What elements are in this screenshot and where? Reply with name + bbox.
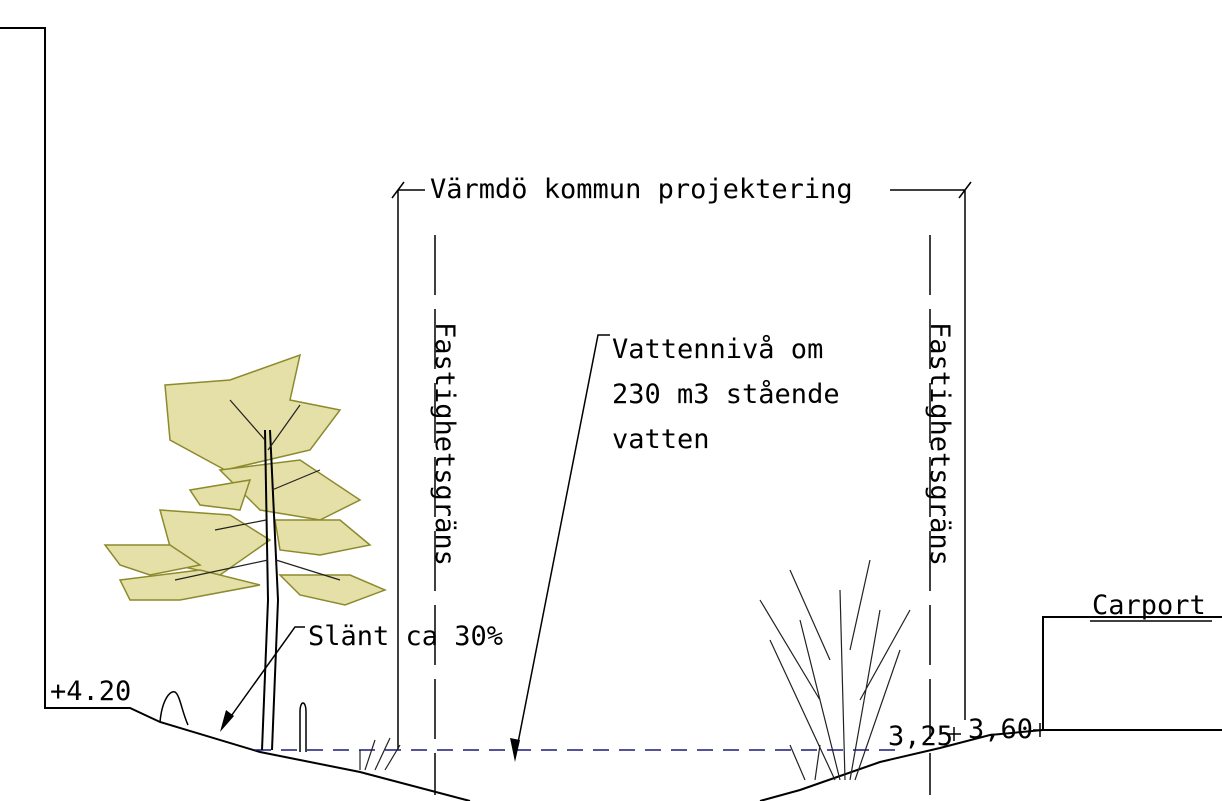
level-label: +4.20 [50, 676, 131, 707]
tree [105, 355, 385, 750]
dimension-line [392, 182, 971, 750]
property-line-label: Fastighetsgräns [429, 322, 460, 566]
water-note: vatten [612, 424, 710, 455]
water-note: Vattennivå om [612, 334, 823, 365]
water-note: 230 m3 stående [612, 379, 840, 410]
carport-outline [1043, 617, 1222, 730]
shrub [360, 560, 910, 780]
level-label: 3,60 [968, 714, 1033, 745]
property-line-label: Fastighetsgräns [924, 322, 955, 566]
arrowhead [220, 710, 234, 732]
building-label: Carport [1092, 590, 1206, 621]
level-label: 3,25 [888, 721, 953, 752]
dimension-label: Värmdö kommun projektering [430, 174, 853, 205]
water-leader [515, 335, 610, 758]
section-drawing: Värmdö kommun projektering Fastighetsgrä… [0, 0, 1222, 801]
slope-note: Slänt ca 30% [308, 621, 503, 652]
